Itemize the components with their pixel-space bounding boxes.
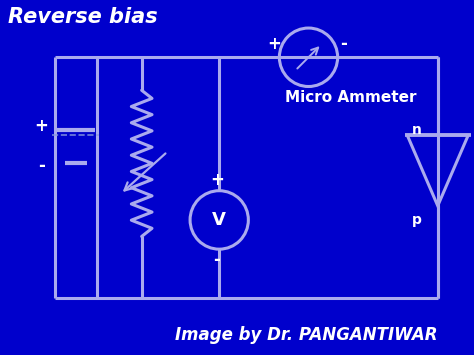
Text: +: + — [35, 117, 48, 135]
Text: Reverse bias: Reverse bias — [8, 7, 157, 27]
Text: V: V — [212, 211, 226, 229]
Text: +: + — [210, 171, 224, 189]
Text: +: + — [267, 35, 281, 53]
Text: n: n — [411, 123, 421, 137]
Text: -: - — [340, 35, 346, 53]
Text: -: - — [213, 251, 220, 268]
Text: -: - — [38, 157, 45, 175]
Text: p: p — [411, 213, 421, 227]
Text: Micro Ammeter: Micro Ammeter — [285, 90, 417, 105]
Text: Image by Dr. PANGANTIWAR: Image by Dr. PANGANTIWAR — [175, 326, 438, 344]
